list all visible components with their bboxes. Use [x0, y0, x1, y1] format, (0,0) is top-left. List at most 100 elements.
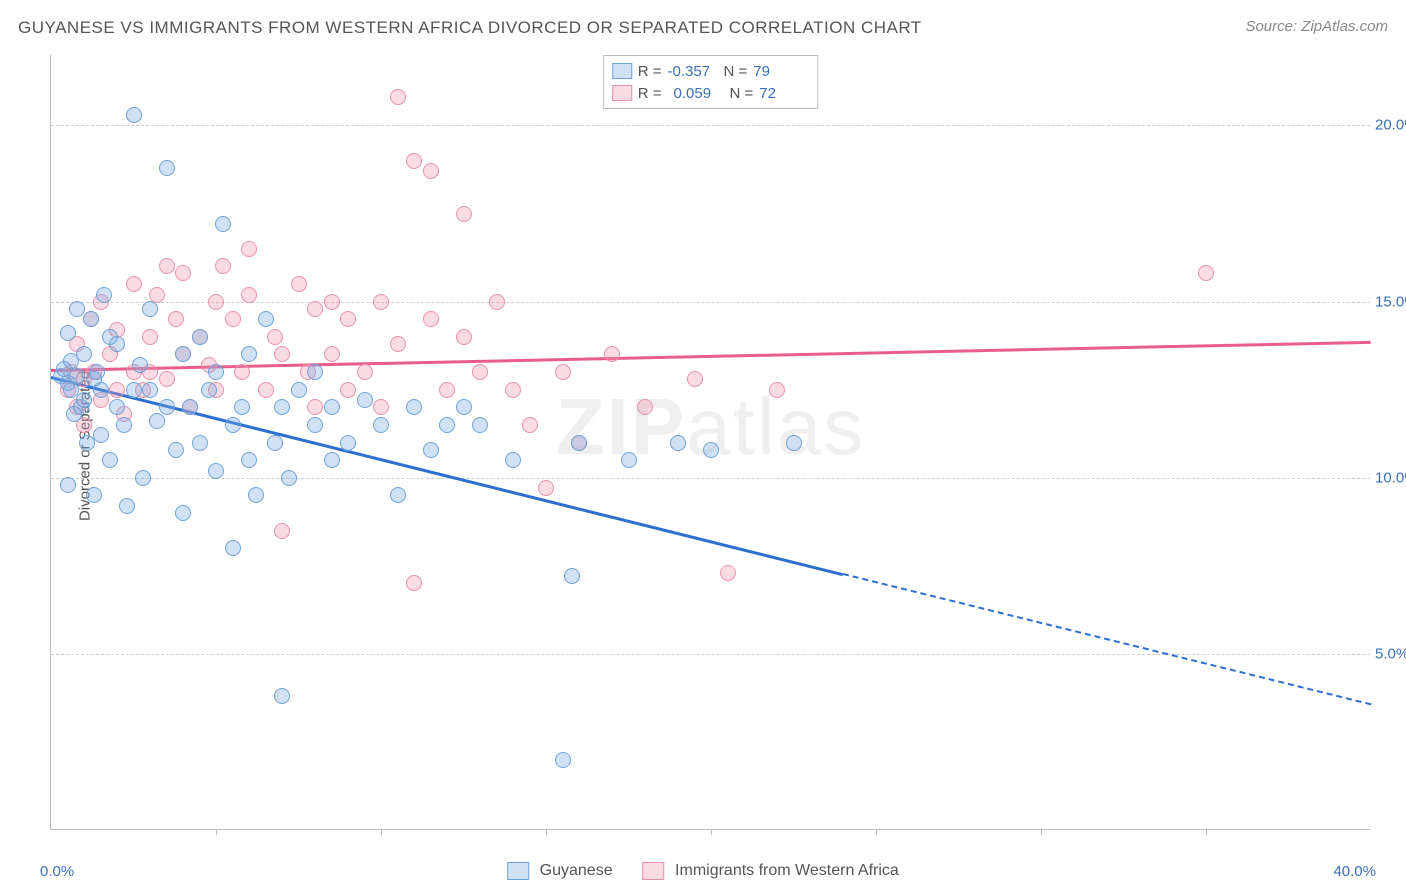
data-point	[324, 399, 340, 415]
data-point	[93, 382, 109, 398]
data-point	[703, 442, 719, 458]
n-label: N =	[724, 63, 748, 80]
y-tick-label: 10.0%	[1375, 469, 1406, 486]
data-point	[258, 311, 274, 327]
stats-row-western-africa: R = 0.059 N = 72	[612, 82, 810, 104]
y-tick-label: 15.0%	[1375, 293, 1406, 310]
x-tick	[711, 829, 712, 835]
data-point	[149, 413, 165, 429]
data-point	[76, 392, 92, 408]
data-point	[357, 364, 373, 380]
data-point	[159, 399, 175, 415]
legend-item-western-africa: Immigrants from Western Africa	[643, 862, 899, 880]
data-point	[241, 287, 257, 303]
data-point	[538, 480, 554, 496]
stats-legend-box: R = -0.357 N = 79 R = 0.059 N = 72	[603, 55, 819, 109]
scatter-plot: ZIPatlas R = -0.357 N = 79 R = 0.059 N =…	[50, 55, 1370, 830]
data-point	[564, 568, 580, 584]
n-value: 72	[759, 85, 809, 102]
data-point	[89, 364, 105, 380]
gridline	[51, 478, 1370, 479]
data-point	[505, 452, 521, 468]
data-point	[281, 470, 297, 486]
data-point	[192, 329, 208, 345]
data-point	[604, 346, 620, 362]
data-point	[456, 206, 472, 222]
data-point	[86, 487, 102, 503]
data-point	[406, 575, 422, 591]
data-point	[215, 216, 231, 232]
data-point	[225, 417, 241, 433]
swatch-western-africa-icon	[612, 85, 632, 101]
data-point	[406, 399, 422, 415]
legend-item-guyanese: Guyanese	[507, 862, 612, 880]
data-point	[60, 477, 76, 493]
data-point	[373, 294, 389, 310]
data-point	[406, 153, 422, 169]
data-point	[307, 301, 323, 317]
data-point	[234, 364, 250, 380]
data-point	[267, 329, 283, 345]
data-point	[291, 382, 307, 398]
data-point	[175, 505, 191, 521]
r-value: 0.059	[668, 85, 724, 102]
data-point	[109, 336, 125, 352]
data-point	[175, 265, 191, 281]
data-point	[109, 399, 125, 415]
data-point	[159, 258, 175, 274]
data-point	[225, 311, 241, 327]
data-point	[439, 382, 455, 398]
chart-title: GUYANESE VS IMMIGRANTS FROM WESTERN AFRI…	[18, 18, 922, 38]
data-point	[340, 311, 356, 327]
x-axis-max-label: 40.0%	[1333, 863, 1376, 880]
data-point	[423, 163, 439, 179]
data-point	[720, 565, 736, 581]
data-point	[472, 417, 488, 433]
data-point	[340, 435, 356, 451]
data-point	[505, 382, 521, 398]
data-point	[621, 452, 637, 468]
data-point	[248, 487, 264, 503]
data-point	[126, 107, 142, 123]
x-tick	[876, 829, 877, 835]
data-point	[102, 452, 118, 468]
data-point	[307, 399, 323, 415]
n-label: N =	[730, 85, 754, 102]
data-point	[208, 294, 224, 310]
data-point	[373, 417, 389, 433]
x-tick	[216, 829, 217, 835]
gridline	[51, 125, 1370, 126]
data-point	[390, 89, 406, 105]
x-axis-min-label: 0.0%	[40, 863, 74, 880]
data-point	[93, 427, 109, 443]
data-point	[126, 382, 142, 398]
data-point	[456, 329, 472, 345]
data-point	[241, 241, 257, 257]
data-point	[241, 452, 257, 468]
y-tick-label: 20.0%	[1375, 117, 1406, 134]
data-point	[274, 346, 290, 362]
data-point	[159, 160, 175, 176]
data-point	[267, 435, 283, 451]
data-point	[241, 346, 257, 362]
legend-label: Immigrants from Western Africa	[675, 862, 899, 879]
data-point	[135, 470, 151, 486]
legend-label: Guyanese	[540, 862, 613, 879]
swatch-guyanese-icon	[612, 63, 632, 79]
bottom-legend: Guyanese Immigrants from Western Africa	[507, 862, 899, 880]
data-point	[109, 382, 125, 398]
data-point	[96, 287, 112, 303]
data-point	[307, 417, 323, 433]
data-point	[637, 399, 653, 415]
data-point	[439, 417, 455, 433]
data-point	[60, 325, 76, 341]
data-point	[168, 442, 184, 458]
data-point	[215, 258, 231, 274]
data-point	[225, 540, 241, 556]
data-point	[687, 371, 703, 387]
watermark: ZIPatlas	[556, 381, 865, 473]
source-label: Source: ZipAtlas.com	[1245, 18, 1388, 35]
data-point	[489, 294, 505, 310]
r-label: R =	[638, 85, 662, 102]
x-tick	[1206, 829, 1207, 835]
